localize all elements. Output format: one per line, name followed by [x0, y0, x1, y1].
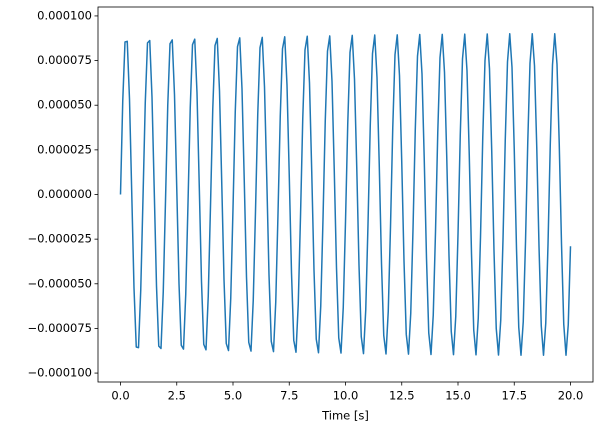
y-tick-label: −0.000100: [27, 366, 92, 380]
y-tick-label: 0.000100: [37, 8, 92, 22]
y-tick-label: 0.000075: [37, 53, 92, 67]
y-tick-label: −0.000075: [27, 321, 92, 335]
x-tick-label: 15.0: [445, 389, 471, 403]
y-tick-label: −0.000025: [27, 232, 92, 246]
x-tick-label: 12.5: [389, 389, 415, 403]
x-tick-label: 10.0: [333, 389, 359, 403]
x-tick-label: 17.5: [501, 389, 527, 403]
data-line: [119, 33, 572, 356]
x-tick-label: 0.0: [111, 389, 129, 403]
x-tick-label: 2.5: [168, 389, 186, 403]
y-tick-label: 0.000000: [37, 187, 92, 201]
x-tick-label: 7.5: [280, 389, 298, 403]
x-axis-label: Time [s]: [321, 409, 369, 423]
y-tick-label: 0.000050: [37, 98, 92, 112]
y-tick-label: 0.000025: [37, 142, 92, 156]
x-tick-label: 5.0: [224, 389, 242, 403]
x-tick-label: 20.0: [558, 389, 584, 403]
y-tick-label: −0.000050: [27, 276, 92, 290]
